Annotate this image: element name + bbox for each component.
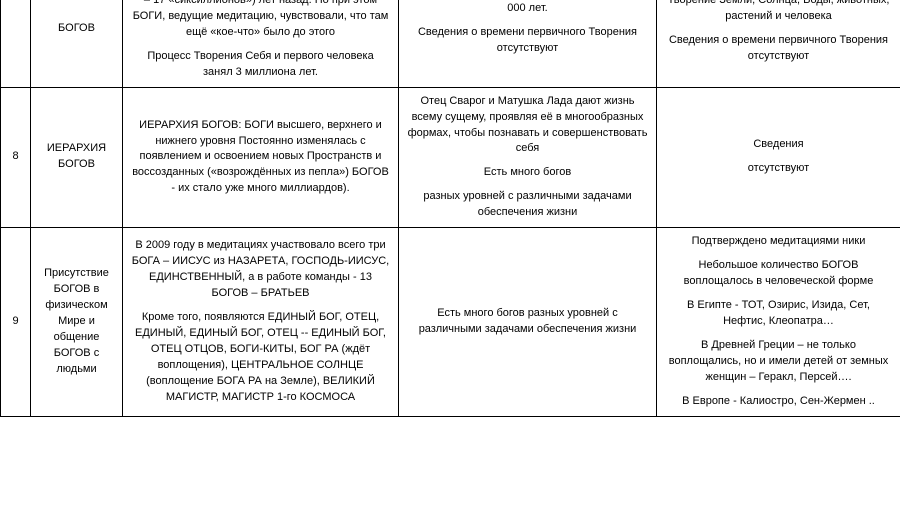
- comparison-table: БОГОВ - 49 млрд. (49*109), - 49*1018 и 1…: [0, 0, 900, 417]
- cell-para: В Египте - ТОТ, Озирис, Изида, Сет, Нефт…: [665, 298, 892, 330]
- cell-para: Кроме того, появляются ЕДИНЫЙ БОГ, ОТЕЦ,…: [131, 310, 390, 406]
- cell-para: - 49 млрд. (49*109), - 49*1018 и 17*1021…: [131, 0, 390, 41]
- cell-para: Сведения о времени первичного Творения о…: [407, 25, 648, 57]
- cell-para: Процесс Творения Себя и первого человека…: [131, 49, 390, 81]
- cell-col1: В 2009 году в медитациях участвовало все…: [123, 228, 399, 416]
- cell-para: В Европе - Калиостро, Сен-Жермен ..: [665, 394, 892, 410]
- cell-col3: Сведения отсутствуют: [657, 87, 900, 228]
- table-row: 9 Присутствие БОГОВ в физическом Мире и …: [1, 228, 900, 416]
- table-body: БОГОВ - 49 млрд. (49*109), - 49*1018 и 1…: [1, 0, 900, 416]
- cell-para: В Древней Греции – не только воплощались…: [665, 338, 892, 386]
- cell-col3: Подтверждено медитациями ники Небольшое …: [657, 228, 900, 416]
- cell-para: Сведения: [665, 137, 892, 153]
- cell-rownum: [1, 0, 31, 87]
- cell-col3: Творение Земли, Солнца, Воды, животных, …: [657, 0, 900, 87]
- table-row: БОГОВ - 49 млрд. (49*109), - 49*1018 и 1…: [1, 0, 900, 87]
- cell-para: Небольшое количество БОГОВ воплощалось в…: [665, 258, 892, 290]
- cell-rowname: БОГОВ: [31, 0, 123, 87]
- cell-para: Есть много богов: [407, 165, 648, 181]
- cell-para: 000 лет.: [407, 1, 648, 17]
- cell-col1: - 49 млрд. (49*109), - 49*1018 и 17*1021…: [123, 0, 399, 87]
- cell-rownum: 8: [1, 87, 31, 228]
- cell-rownum: 9: [1, 228, 31, 416]
- cell-para: отсутствуют: [665, 161, 892, 177]
- cell-para: Отец Сварог и Матушка Лада дают жизнь вс…: [407, 94, 648, 158]
- page-viewport: { "table": { "border_color": "#000000", …: [0, 0, 900, 515]
- cell-col2: Отец Сварог и Матушка Лада дают жизнь вс…: [399, 87, 657, 228]
- cell-para: Сведения о времени первичного Творения о…: [665, 33, 892, 65]
- cell-para: разных уровней с различными задачами обе…: [407, 189, 648, 221]
- cell-para: В 2009 году в медитациях участвовало все…: [131, 238, 390, 302]
- cell-para: Есть много богов разных уровней с различ…: [407, 306, 648, 338]
- cell-para: ИЕРАРХИЯ БОГОВ: БОГИ высшего, верхнего и…: [131, 118, 390, 198]
- cell-col2: Есть много богов разных уровней с различ…: [399, 228, 657, 416]
- cell-para: Подтверждено медитациями ники: [665, 234, 892, 250]
- table-clip: { "table": { "border_color": "#000000", …: [0, 0, 900, 417]
- cell-para: Творение Земли, Солнца, Воды, животных, …: [665, 0, 892, 25]
- table-row: 8 ИЕРАРХИЯ БОГОВ ИЕРАРХИЯ БОГОВ: БОГИ вы…: [1, 87, 900, 228]
- cell-col2: 000 лет. Сведения о времени первичного Т…: [399, 0, 657, 87]
- cell-rowname: ИЕРАРХИЯ БОГОВ: [31, 87, 123, 228]
- cell-col1: ИЕРАРХИЯ БОГОВ: БОГИ высшего, верхнего и…: [123, 87, 399, 228]
- cell-rowname: Присутствие БОГОВ в физическом Мире и об…: [31, 228, 123, 416]
